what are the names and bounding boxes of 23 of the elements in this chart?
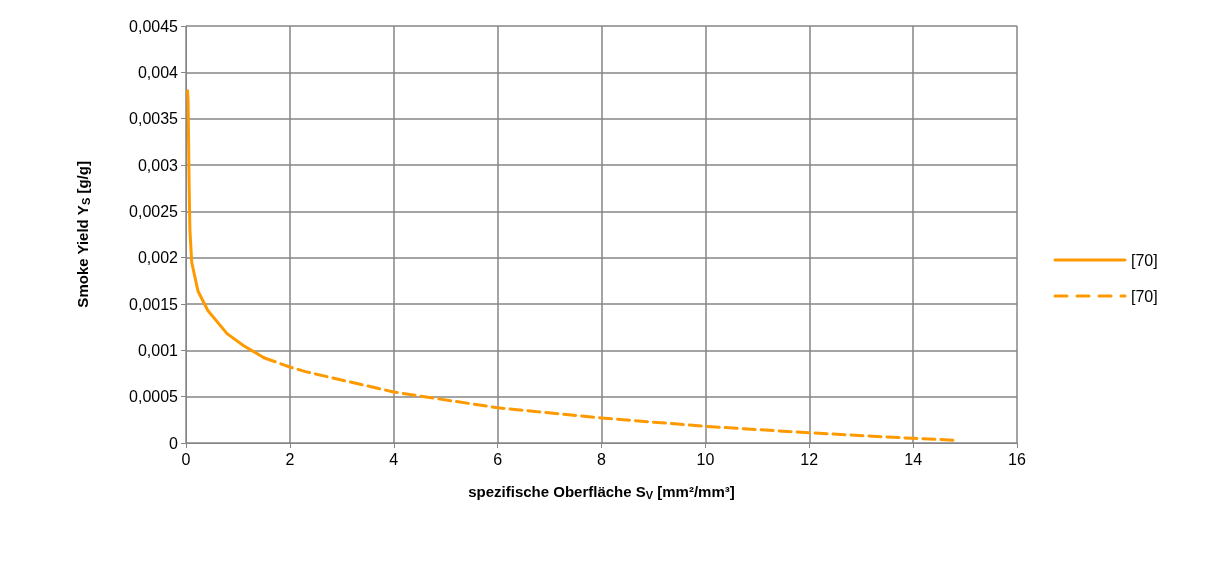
x-tick-label: 2: [285, 450, 295, 468]
y-tick-label: 0,0015: [129, 295, 179, 313]
y-tick-label: 0: [169, 434, 179, 452]
y-tick-label: 0,001: [137, 341, 179, 359]
x-tick-label: 4: [389, 450, 399, 468]
legend-label: [70]: [1131, 251, 1158, 269]
y-tick-label: 0,0035: [129, 110, 179, 128]
x-tick-label: 16: [1008, 450, 1026, 468]
x-axis-title: spezifische Oberfläche SV [mm²/mm³]: [468, 483, 735, 501]
y-tick-label: 0,003: [137, 156, 179, 174]
y-tick-label: 0,002: [137, 249, 179, 267]
x-tick-label: 8: [597, 450, 607, 468]
x-tick-label: 10: [696, 450, 715, 468]
x-tick-label: 0: [181, 450, 191, 468]
y-tick-label: 0,0045: [129, 17, 179, 35]
x-tick-label: 6: [493, 450, 503, 468]
y-axis-title: Smoke Yield YS [g/g]: [74, 161, 92, 308]
y-tick-label: 0,0005: [129, 388, 179, 406]
x-tick-label: 12: [800, 450, 819, 468]
y-tick-label: 0,0025: [129, 202, 179, 220]
legend-label: [70]: [1131, 287, 1158, 305]
x-tick-label: 14: [904, 450, 923, 468]
y-tick-label: 0,004: [137, 63, 179, 81]
